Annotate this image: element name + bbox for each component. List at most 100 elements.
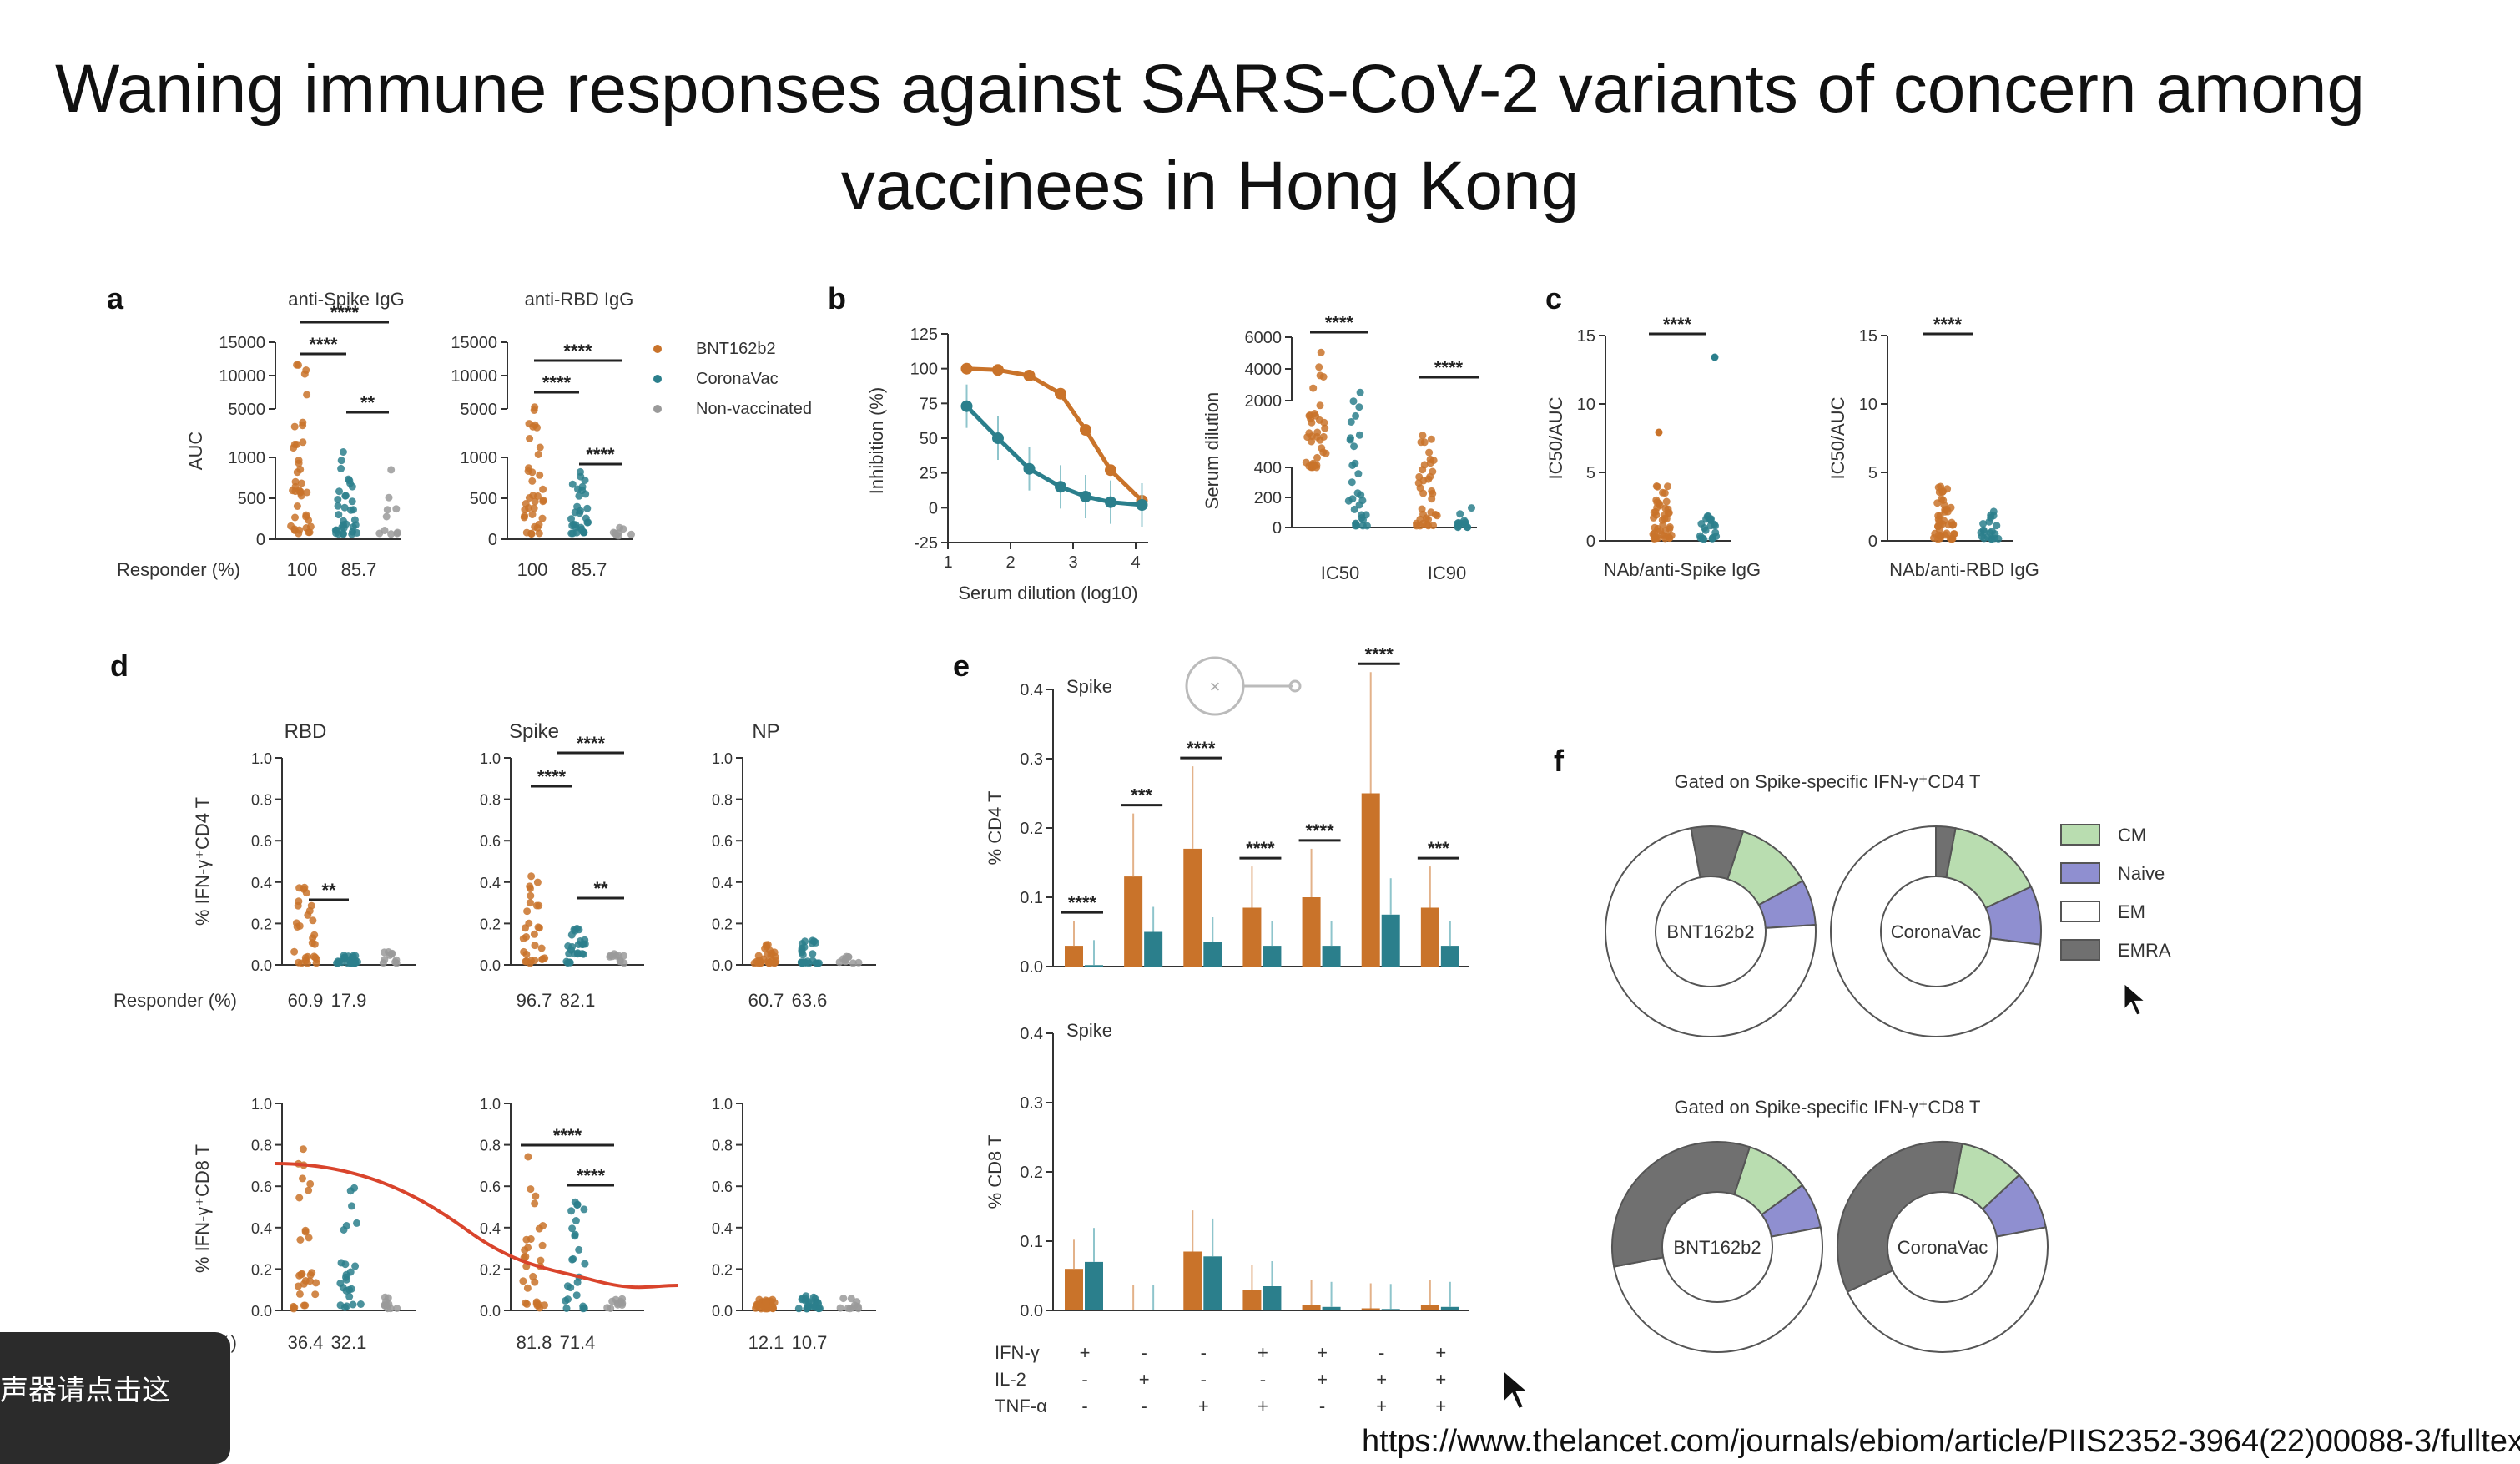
panel-a-legend-label: CoronaVac xyxy=(696,370,779,388)
panel-a-spike-nonvac-dot xyxy=(383,506,391,514)
panel-a-rbd-bnt-dot xyxy=(525,464,532,472)
panel-a-spike-lower-tick-label: 0 xyxy=(256,531,265,549)
panel-d-cd8-sig-1-label: **** xyxy=(577,1165,606,1186)
panel-e-sign: + xyxy=(1435,1342,1446,1363)
panel-d-cd8-bnt-dot xyxy=(299,1174,306,1183)
panel-e-sign: + xyxy=(1376,1369,1387,1390)
panel-b-point xyxy=(1080,491,1091,502)
panel-a-spike-bnt-dot xyxy=(289,487,297,495)
panel-a-rbd-bnt-dot xyxy=(528,511,537,518)
panel-b-dil-lower-tick-label: 0 xyxy=(1273,519,1282,538)
panel-a-rbd-bnt-dot xyxy=(526,435,534,442)
panel-d-cd8-nonvac-dot xyxy=(836,1304,844,1312)
panel-b-point xyxy=(1023,370,1036,381)
panel-d-cd4-nonvac-dot xyxy=(844,952,853,961)
panel-f-legend-swatch xyxy=(2060,862,2100,884)
panel-d-cd4-2-tick-label: 0.4 xyxy=(712,875,733,891)
panel-d-cd4-nonvac-dot xyxy=(387,950,396,958)
panel-b-letter: b xyxy=(828,281,846,316)
panel-a-spike-lower-tick-label: 500 xyxy=(238,490,265,508)
panel-b-dil-ic50-bnt-dot xyxy=(1316,401,1324,410)
panel-a-rbd-bnt-dot xyxy=(535,520,543,528)
panel-a-rbd-bnt-dot xyxy=(531,497,539,506)
panel-b-dil-ic50-bnt-dot xyxy=(1308,437,1316,446)
panel-b-dil-xtick-0: IC50 xyxy=(1321,563,1359,583)
panel-a-title-spike: anti-Spike IgG xyxy=(288,289,404,310)
panel-e-cd4-bar-corona xyxy=(1144,931,1163,967)
panel-d-letter: d xyxy=(110,649,129,683)
panel-e-cd8-bar-corona xyxy=(1203,1256,1222,1310)
panel-d-cd4-bnt-dot xyxy=(531,957,539,965)
panel-d-cd8-corona-dot xyxy=(349,1300,357,1309)
panel-a-rbd-bnt-dot xyxy=(530,406,538,414)
panel-d-cd8-corona-dot xyxy=(568,1255,577,1264)
panel-d-cd8-corona-dot xyxy=(564,1295,572,1304)
panel-e-cd8-bar-corona xyxy=(1381,1309,1400,1310)
panel-f-title-cd8: Gated on Spike-specific IFN-γ⁺CD8 T xyxy=(1675,1097,1981,1118)
panel-d-cd4-corona-dot xyxy=(567,931,576,939)
panel-d-cd4-1-tick-label: 0.6 xyxy=(480,833,501,850)
panel-c-rbd-tick-label: 5 xyxy=(1868,464,1877,482)
panel-d-cd4-bnt-dot xyxy=(526,885,534,893)
panel-a-rbd-bnt-dot xyxy=(525,420,533,428)
panel-c-rbd-corona-dot xyxy=(1987,511,1995,519)
panel-e-sign: - xyxy=(1141,1342,1147,1363)
panel-c-rbd-tick-label: 15 xyxy=(1859,327,1877,346)
panel-c-spike-bnt-dot xyxy=(1661,532,1669,540)
panel-e-sign: - xyxy=(1081,1369,1087,1390)
panel-e-sign: + xyxy=(1257,1396,1268,1416)
panel-a-spike-bnt-dot xyxy=(297,479,305,487)
panel-d-cd8-bnt-dot xyxy=(305,1234,313,1242)
panel-b-dil-xtick-1: IC90 xyxy=(1428,563,1466,583)
notification-toast[interactable]: 声器请点击这 xyxy=(0,1332,230,1464)
panel-c-rbd-bnt-dot xyxy=(1943,507,1952,516)
panel-b-dil-ic50-bnt-dot xyxy=(1309,384,1318,392)
panel-d-cd4-corona-dot xyxy=(581,940,589,948)
panel-d-cd4-bnt-dot xyxy=(535,924,543,932)
panel-b-dil-ic50-bnt-dot xyxy=(1313,461,1321,469)
panel-b-dil-ic90-bnt-dot xyxy=(1424,475,1433,483)
panel-b-dil-sig-0-label: **** xyxy=(1325,312,1354,333)
panel-b-dil-ic50-bnt-dot xyxy=(1313,453,1321,462)
panel-d-cd8-corona-dot xyxy=(345,1292,354,1300)
panel-d-cd8-corona-dot xyxy=(341,1260,350,1269)
panel-b-dil-ic50-corona-dot xyxy=(1355,501,1363,509)
panel-f-donut-3-segment-4-2 xyxy=(1846,1226,2049,1353)
panel-a-rbd-corona-dot xyxy=(575,492,583,500)
panel-e-cd4-sig-label: *** xyxy=(1131,785,1152,806)
panel-d-cd4-bnt-dot xyxy=(294,901,302,910)
panel-a-spike-bnt-dot xyxy=(293,502,301,510)
panel-b-dil-ic50-bnt-dot xyxy=(1317,348,1325,356)
panel-a-spike-corona-dot xyxy=(339,529,347,538)
panel-b-point xyxy=(1055,387,1066,400)
panel-e-cd4-tick-label: 0.1 xyxy=(1020,889,1043,907)
panel-b-point xyxy=(1023,462,1036,475)
panel-d-cd8-nonvac-dot xyxy=(607,1305,615,1312)
panel-e-cd8-tick-label: 0.3 xyxy=(1020,1094,1043,1113)
panel-a-rbd-bnt-dot xyxy=(536,471,544,479)
panel-d-cd4-2-tick-label: 0.6 xyxy=(712,833,733,850)
panel-e-sign: + xyxy=(1139,1369,1150,1390)
panel-c-spike-bnt-dot xyxy=(1662,497,1671,506)
panel-d-cd8-corona-dot xyxy=(794,1305,803,1313)
panel-b-dil-ylabel: Serum dilution xyxy=(1202,392,1222,510)
panel-a-legend-label: Non-vaccinated xyxy=(696,400,812,418)
panel-d-cd8-bnt-dot xyxy=(527,1185,535,1194)
panel-c-rbd-corona-dot xyxy=(1979,520,1988,528)
panel-b-dil-sig-1-label: **** xyxy=(1434,357,1464,378)
panel-b-dil-ic90-bnt-dot xyxy=(1417,438,1425,447)
panel-d-cd8-bnt-dot xyxy=(529,1272,537,1280)
panel-d-cd8-bnt-dot xyxy=(539,1222,547,1229)
panel-a-spike-sig-0-label: **** xyxy=(330,302,360,323)
panel-d-cd8-bnt-dot xyxy=(300,1280,308,1288)
panel-f-legend-label: EMRA xyxy=(2118,940,2171,961)
panel-a-rbd-sig-2-label: **** xyxy=(586,444,615,465)
panel-c-spike-corona-dot xyxy=(1699,534,1707,543)
source-url[interactable]: https://www.thelancet.com/journals/ebiom… xyxy=(1362,1424,2520,1459)
panel-e-sign: + xyxy=(1198,1396,1209,1416)
panel-d-cd8-bnt-dot xyxy=(306,1271,315,1279)
panel-d-cd4-responder: 96.7 xyxy=(517,990,552,1011)
panel-b-dil-ic50-corona-dot xyxy=(1354,470,1363,478)
panel-a-spike-bnt-dot xyxy=(303,391,311,399)
panel-d-cd4-0-tick-label: 0.6 xyxy=(251,833,272,850)
